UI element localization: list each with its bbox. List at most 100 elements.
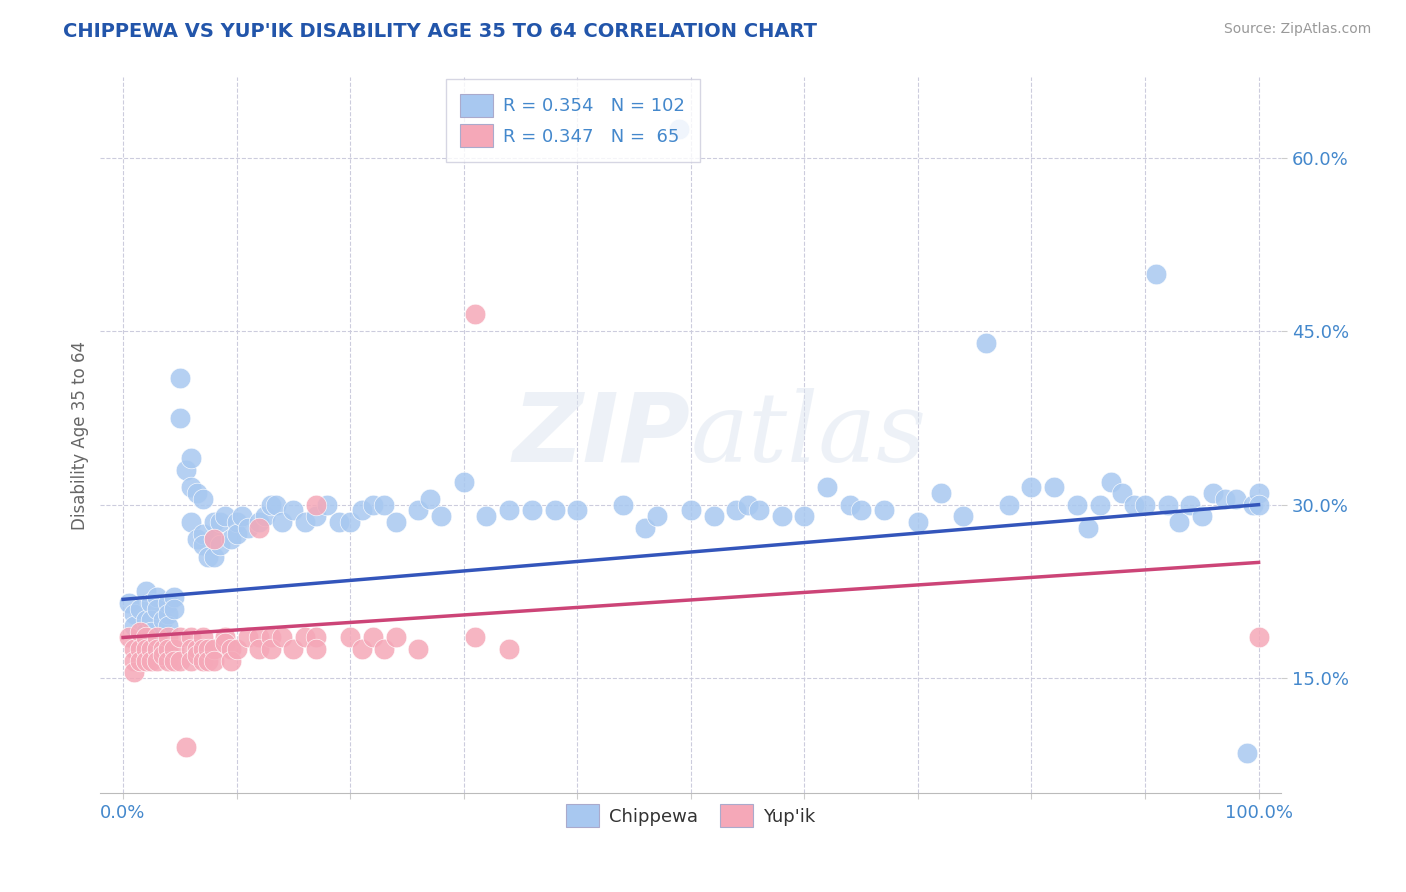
Point bbox=[124, 642, 146, 657]
Point bbox=[1202, 486, 1225, 500]
Point bbox=[180, 631, 202, 645]
Point bbox=[1225, 491, 1247, 506]
Point bbox=[737, 498, 759, 512]
Point bbox=[328, 515, 350, 529]
Point bbox=[294, 631, 316, 645]
Point bbox=[180, 654, 202, 668]
Point bbox=[202, 549, 225, 564]
Point bbox=[361, 631, 384, 645]
Point bbox=[146, 642, 169, 657]
Point bbox=[208, 538, 231, 552]
Point bbox=[191, 491, 214, 506]
Point bbox=[163, 642, 186, 657]
Point bbox=[464, 631, 486, 645]
Point bbox=[464, 307, 486, 321]
Point bbox=[124, 654, 146, 668]
Point bbox=[247, 515, 270, 529]
Point bbox=[974, 336, 997, 351]
Point bbox=[225, 515, 247, 529]
Point bbox=[283, 503, 305, 517]
Point bbox=[174, 740, 197, 755]
Point bbox=[430, 509, 453, 524]
Point bbox=[141, 642, 163, 657]
Point bbox=[373, 642, 395, 657]
Point bbox=[169, 370, 191, 384]
Point bbox=[260, 642, 283, 657]
Point bbox=[634, 521, 657, 535]
Point bbox=[815, 480, 838, 494]
Point bbox=[231, 509, 253, 524]
Point bbox=[1043, 480, 1066, 494]
Point bbox=[952, 509, 974, 524]
Point bbox=[180, 642, 202, 657]
Point bbox=[384, 631, 406, 645]
Point bbox=[163, 654, 186, 668]
Point bbox=[197, 642, 219, 657]
Point bbox=[1144, 267, 1167, 281]
Text: CHIPPEWA VS YUP'IK DISABILITY AGE 35 TO 64 CORRELATION CHART: CHIPPEWA VS YUP'IK DISABILITY AGE 35 TO … bbox=[63, 22, 817, 41]
Point bbox=[1133, 498, 1156, 512]
Point bbox=[157, 631, 180, 645]
Point bbox=[305, 509, 328, 524]
Point bbox=[1066, 498, 1088, 512]
Point bbox=[141, 654, 163, 668]
Point bbox=[141, 596, 163, 610]
Point bbox=[1021, 480, 1043, 494]
Point bbox=[174, 463, 197, 477]
Point bbox=[146, 590, 169, 604]
Point bbox=[271, 515, 294, 529]
Point bbox=[163, 601, 186, 615]
Point bbox=[350, 642, 373, 657]
Text: atlas: atlas bbox=[690, 388, 927, 483]
Point bbox=[339, 515, 361, 529]
Point bbox=[208, 515, 231, 529]
Point bbox=[135, 642, 157, 657]
Point bbox=[253, 509, 276, 524]
Point bbox=[129, 601, 152, 615]
Point bbox=[725, 503, 748, 517]
Point bbox=[135, 654, 157, 668]
Point bbox=[247, 521, 270, 535]
Point bbox=[202, 642, 225, 657]
Point bbox=[219, 533, 242, 547]
Point bbox=[361, 498, 384, 512]
Point bbox=[191, 538, 214, 552]
Point bbox=[146, 601, 169, 615]
Point bbox=[350, 503, 373, 517]
Point bbox=[1213, 491, 1236, 506]
Point bbox=[197, 549, 219, 564]
Point bbox=[214, 631, 236, 645]
Point bbox=[271, 631, 294, 645]
Point bbox=[260, 498, 283, 512]
Point bbox=[157, 654, 180, 668]
Point bbox=[283, 642, 305, 657]
Point bbox=[1247, 486, 1270, 500]
Point bbox=[1180, 498, 1202, 512]
Point bbox=[408, 642, 430, 657]
Point bbox=[157, 619, 180, 633]
Point bbox=[169, 631, 191, 645]
Point bbox=[180, 515, 202, 529]
Point bbox=[748, 503, 770, 517]
Point bbox=[1088, 498, 1111, 512]
Point bbox=[373, 498, 395, 512]
Point bbox=[202, 654, 225, 668]
Point bbox=[219, 654, 242, 668]
Point bbox=[997, 498, 1019, 512]
Point bbox=[498, 503, 520, 517]
Point bbox=[124, 607, 146, 622]
Point bbox=[1241, 498, 1264, 512]
Point bbox=[408, 503, 430, 517]
Point bbox=[1247, 631, 1270, 645]
Point bbox=[419, 491, 441, 506]
Point bbox=[567, 503, 589, 517]
Point bbox=[543, 503, 565, 517]
Point bbox=[260, 631, 283, 645]
Point bbox=[157, 596, 180, 610]
Point bbox=[225, 526, 247, 541]
Point bbox=[152, 613, 174, 627]
Point bbox=[1099, 475, 1122, 489]
Point bbox=[124, 619, 146, 633]
Point bbox=[679, 503, 702, 517]
Point bbox=[157, 642, 180, 657]
